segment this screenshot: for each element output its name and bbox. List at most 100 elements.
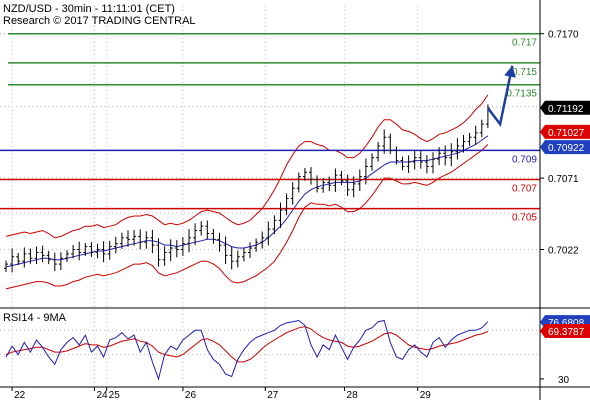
rsi-ma-line bbox=[5, 326, 489, 363]
svg-text:0.70922: 0.70922 bbox=[548, 143, 585, 154]
price-bar bbox=[34, 246, 39, 265]
price-bar bbox=[119, 232, 124, 249]
price-bar bbox=[193, 223, 198, 246]
rsi-line bbox=[5, 319, 489, 381]
y-tick-label-1: 0.7071 bbox=[548, 174, 579, 185]
price-bar bbox=[162, 246, 167, 266]
price-bar bbox=[412, 150, 417, 170]
lower-band-line bbox=[5, 144, 489, 290]
price-bar bbox=[77, 241, 82, 261]
chart-subtitle: Research © 2017 TRADING CENTRAL bbox=[3, 15, 196, 27]
projection-arrow bbox=[486, 65, 516, 128]
price-bar bbox=[52, 252, 57, 272]
svg-text:0.71192: 0.71192 bbox=[548, 104, 584, 115]
x-tick-label-4: 27 bbox=[267, 390, 279, 400]
price-bar bbox=[437, 147, 442, 166]
svg-text:69.3787: 69.3787 bbox=[548, 327, 585, 338]
price-bar bbox=[28, 248, 33, 264]
x-tick-label-3: 26 bbox=[185, 390, 197, 400]
price-bar bbox=[443, 145, 448, 166]
x-tick-label-2: 25 bbox=[109, 390, 121, 400]
price-bar bbox=[431, 152, 435, 174]
price-bar bbox=[46, 250, 51, 265]
price-bar bbox=[241, 247, 246, 262]
price-bar bbox=[10, 248, 15, 273]
price-bar bbox=[449, 143, 454, 167]
price-bar bbox=[126, 230, 130, 247]
price-bar bbox=[229, 247, 234, 270]
y-tick-label-0: 0.7170 bbox=[548, 30, 579, 41]
price-bar bbox=[272, 215, 277, 235]
x-tick-label-1: 24 bbox=[96, 390, 108, 400]
price-bar bbox=[138, 229, 143, 250]
projection-path bbox=[486, 65, 514, 128]
price-bar bbox=[455, 138, 460, 160]
price-bar bbox=[217, 232, 222, 252]
moving-average-line bbox=[5, 135, 489, 268]
price-bar bbox=[345, 174, 350, 196]
price-bar bbox=[284, 193, 289, 216]
price-axis-label-1: 0.71027 bbox=[540, 124, 590, 139]
price-bar bbox=[180, 237, 185, 257]
price-bar bbox=[260, 231, 265, 249]
upper-band-line bbox=[5, 94, 489, 239]
price-bar bbox=[174, 240, 179, 258]
price-bar bbox=[382, 129, 387, 154]
rsi-y-tick-label-0: 30 bbox=[558, 375, 570, 386]
price-bar bbox=[290, 182, 295, 205]
price-bar bbox=[71, 245, 76, 259]
price-bar bbox=[315, 175, 320, 193]
price-bar bbox=[321, 177, 326, 193]
price-bar bbox=[187, 229, 191, 253]
price-bar bbox=[302, 168, 307, 181]
price-bar bbox=[394, 146, 399, 165]
price-bar bbox=[479, 119, 484, 138]
price-bars bbox=[4, 104, 490, 273]
price-bar bbox=[58, 252, 63, 271]
price-axis-label-2: 0.70922 bbox=[540, 140, 590, 155]
price-bar bbox=[199, 221, 204, 236]
y-tick-label-2: 0.7022 bbox=[548, 246, 579, 257]
projection-arrowhead bbox=[504, 65, 516, 78]
price-bar bbox=[101, 241, 106, 263]
price-bar bbox=[388, 133, 393, 154]
price-bar bbox=[248, 242, 252, 259]
price-bar bbox=[339, 170, 344, 186]
level-label-4: 0.707 bbox=[512, 184, 537, 195]
price-bar bbox=[205, 220, 210, 240]
price-bar bbox=[144, 231, 149, 249]
rsi-panel bbox=[0, 319, 540, 381]
price-bar bbox=[351, 176, 356, 198]
svg-text:0.71027: 0.71027 bbox=[548, 128, 585, 139]
rsi-title: RSI14 - 9MA bbox=[3, 312, 67, 324]
price-bar bbox=[83, 243, 88, 256]
price-bar bbox=[132, 229, 137, 246]
price-bar bbox=[309, 167, 313, 185]
level-label-3: 0.709 bbox=[512, 154, 537, 165]
price-bar bbox=[467, 132, 472, 146]
price-bar bbox=[357, 169, 362, 192]
price-bar bbox=[424, 154, 429, 174]
price-bar bbox=[278, 202, 283, 229]
level-label-0: 0.717 bbox=[512, 38, 537, 49]
price-bar bbox=[107, 240, 112, 260]
price-bar bbox=[4, 260, 8, 272]
price-bar bbox=[296, 172, 301, 193]
price-bar bbox=[95, 243, 100, 259]
price-bar bbox=[211, 228, 216, 244]
price-bar bbox=[254, 238, 259, 252]
x-tick-label-0: 22 bbox=[14, 390, 26, 400]
price-bar bbox=[266, 221, 271, 246]
rsi-axis-label-1: 69.3787 bbox=[540, 324, 590, 339]
price-bar bbox=[376, 142, 381, 162]
svg-text:76.6808: 76.6808 bbox=[548, 318, 585, 329]
price-bar bbox=[40, 245, 45, 263]
price-bar bbox=[150, 229, 155, 254]
level-label-5: 0.705 bbox=[512, 213, 537, 224]
chart-title: NZD/USD - 30min - 11:11:01 (CET) bbox=[3, 3, 175, 15]
price-levels: 0.717 0.715 0.7135 0.709 0.707 0.705 bbox=[0, 32, 540, 224]
price-bar bbox=[223, 236, 228, 264]
